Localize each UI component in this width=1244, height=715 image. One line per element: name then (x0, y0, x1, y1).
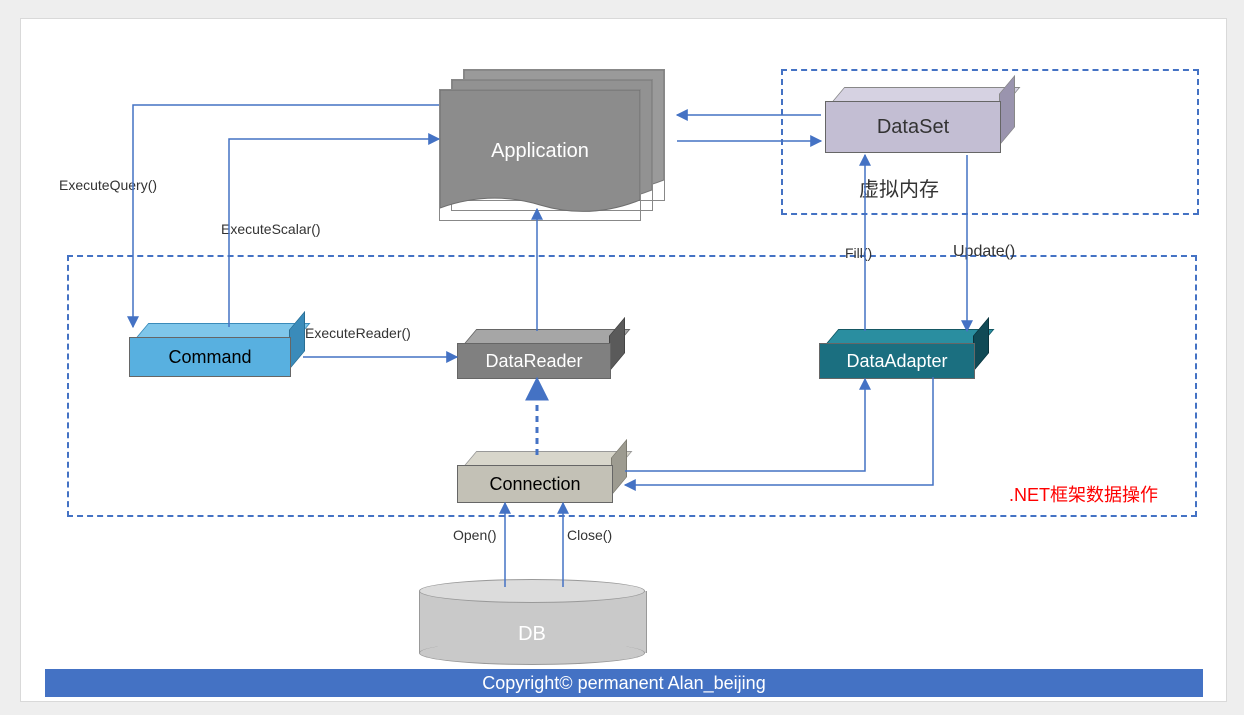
copyright-text: Copyright© permanent Alan_beijing (482, 673, 765, 694)
application-label: Application (440, 140, 640, 163)
copyright-bar: Copyright© permanent Alan_beijing (45, 669, 1203, 697)
label-update: Update() (953, 243, 1015, 261)
label-executereader: ExecuteReader() (305, 325, 411, 341)
node-dataadapter: DataAdapter (819, 329, 987, 377)
label-close: Close() (567, 527, 612, 543)
region-net-label: .NET框架数据操作 (1009, 481, 1158, 507)
label-open: Open() (453, 527, 497, 543)
node-datareader: DataReader (457, 329, 623, 377)
node-db: DB (419, 579, 645, 665)
label-executescalar: ExecuteScalar() (221, 221, 321, 237)
label-fill: Fill() (845, 245, 872, 261)
region-net-framework (67, 255, 1197, 517)
region-vmem-caption: 虚拟内存 (859, 173, 939, 202)
db-label: DB (419, 623, 645, 646)
label-executequery: ExecuteQuery() (59, 177, 157, 193)
diagram-panel: .NET框架数据操作 虚拟内存 Application DataSet Comm… (20, 18, 1227, 702)
node-dataset: DataSet (825, 87, 1013, 151)
node-connection: Connection (457, 451, 625, 501)
node-application: Application (439, 69, 675, 219)
node-command: Command (129, 323, 303, 375)
